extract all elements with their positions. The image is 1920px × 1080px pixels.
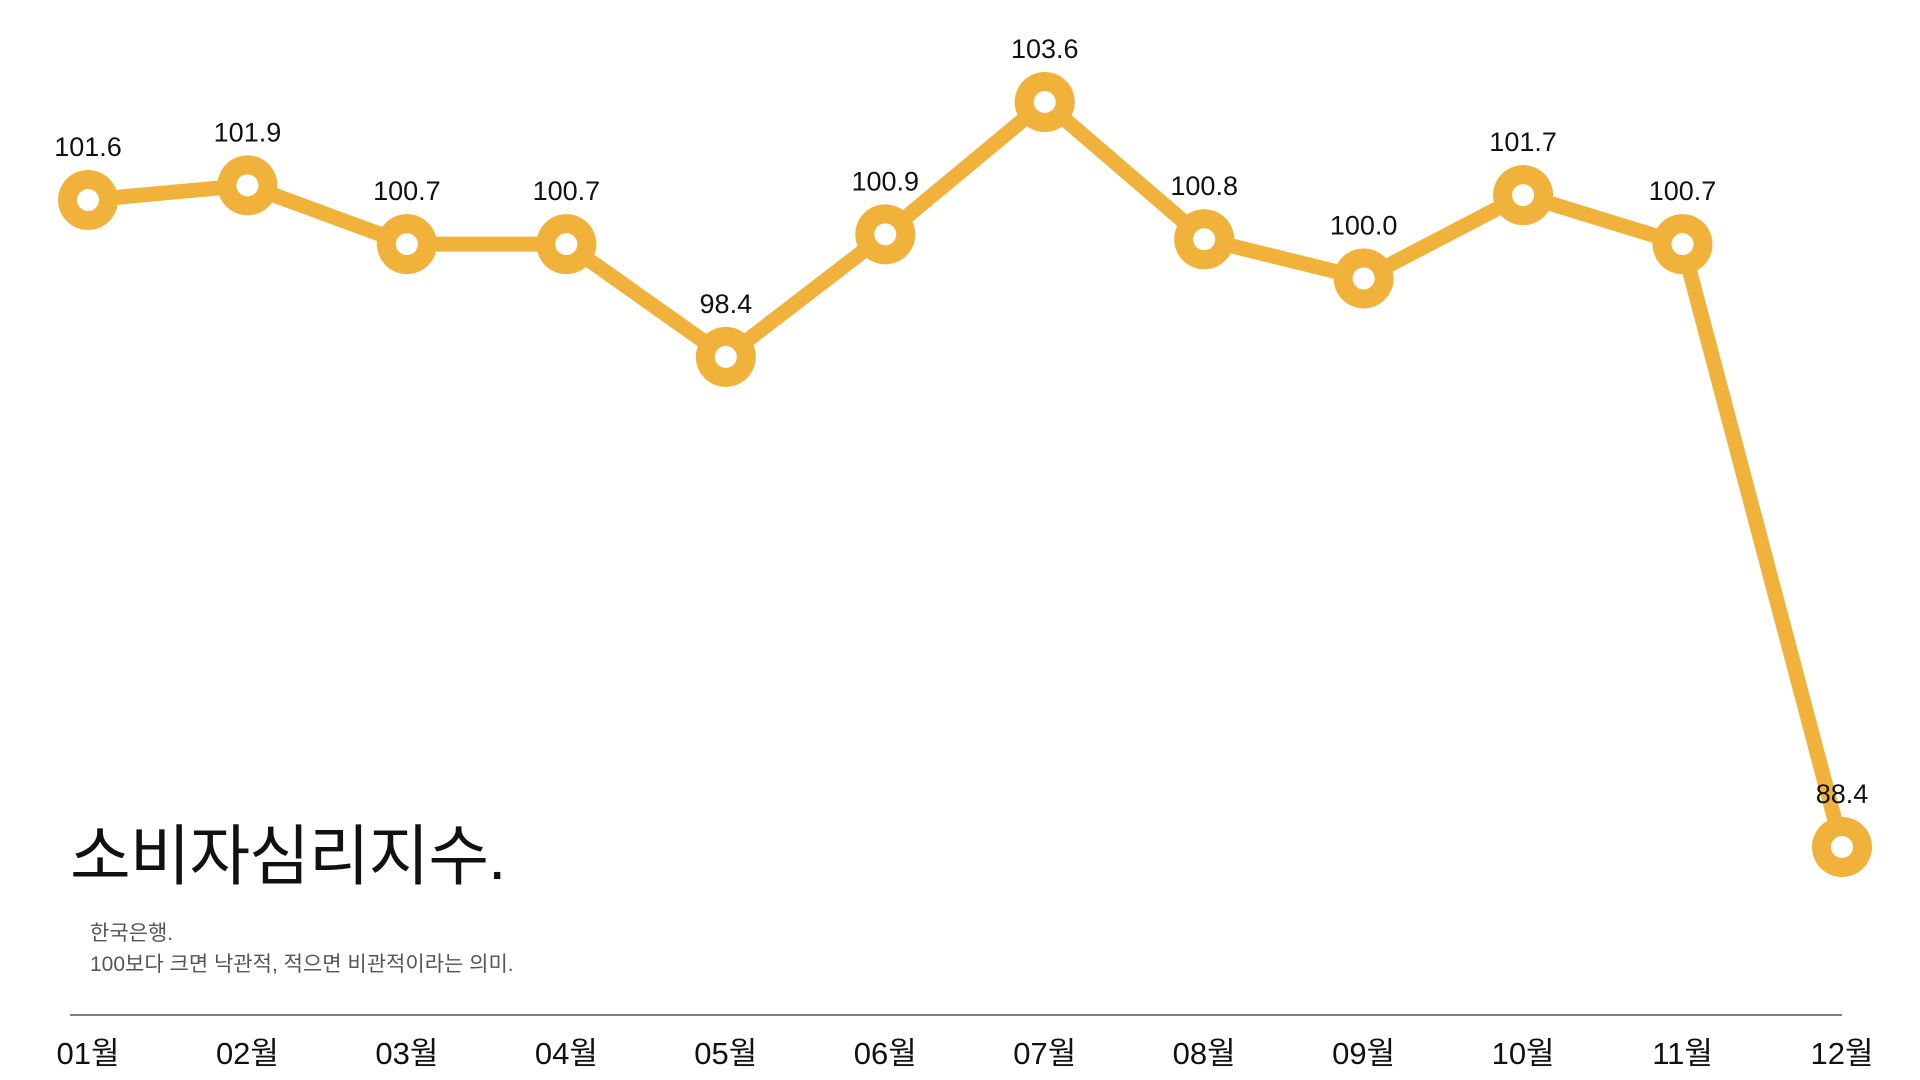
x-tick-label: 05월 <box>694 1036 757 1071</box>
data-point-marker-center <box>1671 233 1694 256</box>
data-value-label: 101.7 <box>1489 127 1557 157</box>
data-point-marker-center <box>1033 91 1056 113</box>
data-point-marker-center <box>555 233 578 256</box>
x-tick-label: 02월 <box>216 1036 279 1071</box>
data-value-label: 98.4 <box>700 289 753 319</box>
data-point-marker-center <box>874 223 897 246</box>
data-value-label: 100.7 <box>1649 176 1717 206</box>
x-tick-label: 12월 <box>1810 1036 1873 1071</box>
data-value-label: 88.4 <box>1816 779 1869 809</box>
data-point-marker-center <box>1193 228 1216 251</box>
value-label-group: 101.6 101.9 100.7 100.7 98.4 100.9 103.6 100.8 1… <box>54 34 1868 809</box>
chart-title: 소비자심리지수. <box>70 819 506 893</box>
x-tick-label-group: 01월 02월 03월 04월 05월 06월 07월 08월 09월 10월 11월 12월 <box>56 1036 1873 1071</box>
data-value-label: 101.9 <box>214 117 282 147</box>
description-line: 100보다 크면 낙관적, 적으면 비관적이라는 의미. <box>90 953 514 976</box>
x-tick-label: 06월 <box>854 1036 917 1071</box>
source-line: 한국은행. <box>90 922 174 945</box>
x-tick-label: 01월 <box>56 1036 119 1071</box>
x-tick-label: 10월 <box>1492 1036 1555 1071</box>
data-value-label: 101.6 <box>54 132 122 162</box>
data-point-marker-center <box>1512 184 1535 207</box>
data-point-marker-center <box>236 174 259 197</box>
x-tick-label: 04월 <box>535 1036 598 1071</box>
x-tick-label: 09월 <box>1332 1036 1395 1071</box>
data-value-label: 100.7 <box>533 176 601 206</box>
x-tick-label: 07월 <box>1013 1036 1076 1071</box>
data-value-label: 103.6 <box>1011 34 1079 64</box>
title-box: 소비자심리지수. <box>70 818 512 898</box>
data-value-label: 100.8 <box>1170 171 1238 201</box>
x-tick-label: 11월 <box>1652 1036 1713 1071</box>
data-point-marker-center <box>714 345 737 368</box>
x-tick-label: 08월 <box>1173 1036 1236 1071</box>
data-value-label: 100.7 <box>373 176 441 206</box>
chart-subtitle: 한국은행. 100보다 크면 낙관적, 적으면 비관적이라는 의미. <box>90 918 514 980</box>
data-value-label: 100.9 <box>851 166 919 196</box>
marker-group <box>58 72 1872 877</box>
data-point-marker-center <box>77 189 99 212</box>
data-point-marker-center <box>1831 836 1853 858</box>
data-value-label: 100.0 <box>1330 210 1398 240</box>
data-point-marker-center <box>1352 267 1375 290</box>
x-tick-label: 03월 <box>375 1036 438 1071</box>
data-point-marker-center <box>395 233 418 256</box>
series-line <box>80 94 1850 855</box>
